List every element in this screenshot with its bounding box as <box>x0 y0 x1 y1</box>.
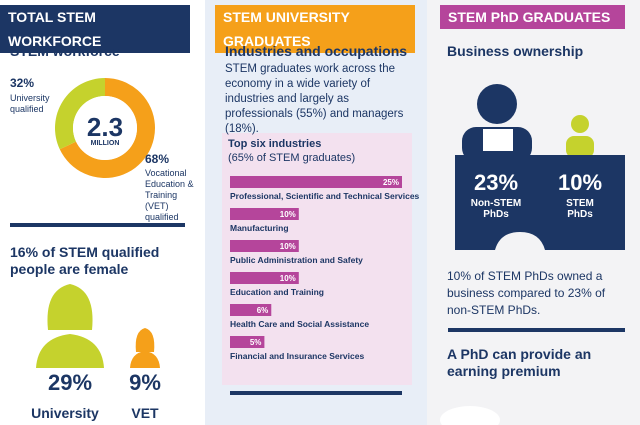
paragraph: STEM graduates work across the economy i… <box>225 63 404 135</box>
bar <box>230 304 272 316</box>
donut-value-label: 32% <box>10 76 35 90</box>
heading: 16% of STEM qualified people are female <box>10 244 160 277</box>
stat-value: 23% <box>473 170 519 195</box>
column-header: STEM UNIVERSITY GRADUATES <box>215 5 415 53</box>
heading: Business ownership <box>447 43 584 59</box>
stat-value: 10% <box>557 170 603 195</box>
chart-subtitle: (65% of STEM graduates) <box>228 152 356 164</box>
stat-label: STEM PhDs <box>566 198 594 220</box>
bar-category-label: Professional, Scientific and Technical S… <box>230 191 420 201</box>
bar-value-label: 10% <box>280 274 296 283</box>
divider <box>230 391 402 395</box>
bar <box>230 336 265 348</box>
bar-category-label: Education and Training <box>230 287 324 297</box>
paragraph: 10% of STEM PhDs owned a business compar… <box>447 269 606 317</box>
bar-value-label: 25% <box>383 178 399 187</box>
laptop-icon <box>483 129 513 151</box>
donut-center-value: 2.3 <box>86 112 124 142</box>
person-icon <box>477 84 517 124</box>
donut-segment <box>54 78 105 150</box>
decoration <box>440 406 500 425</box>
column-header: STEM PhD GRADUATES <box>440 5 625 29</box>
female-icon <box>36 284 104 368</box>
donut-center-unit: MILLION <box>90 140 120 147</box>
bar <box>230 240 299 252</box>
column-header: TOTAL STEM WORKFORCE <box>0 5 190 53</box>
divider <box>448 328 625 332</box>
heading: Industries and occupations <box>225 43 408 59</box>
heading: A PhD can provide an earning premium <box>447 346 592 379</box>
bar <box>230 272 299 284</box>
bar-category-label: Public Administration and Safety <box>230 255 363 265</box>
donut-label: Vocational Education & Training (VET) qu… <box>145 168 194 222</box>
stat-label: Non-STEM PhDs <box>470 198 522 220</box>
female-icon <box>130 328 160 368</box>
donut-label: University qualified <box>10 93 50 114</box>
divider <box>10 223 185 227</box>
bar-value-label: 10% <box>280 210 296 219</box>
donut-segment <box>59 78 155 178</box>
bar <box>230 176 402 188</box>
bar-category-label: Health Care and Social Assistance <box>230 319 370 329</box>
heading: STEM workforce <box>10 43 120 59</box>
stat-label: University <box>31 405 99 421</box>
stat-value: 9% <box>129 370 161 395</box>
person-icon <box>566 136 594 158</box>
stat-value: 29% <box>47 370 93 395</box>
bar-value-label: 5% <box>250 338 262 347</box>
donut-value-label: 68% <box>145 152 170 166</box>
bar-category-label: Financial and Insurance Services <box>230 351 365 361</box>
bar-value-label: 6% <box>257 306 269 315</box>
person-icon <box>571 115 589 133</box>
stat-label: VET <box>131 405 159 421</box>
bar-value-label: 10% <box>280 242 296 251</box>
bar <box>230 208 299 220</box>
desk <box>455 155 625 250</box>
donut-hole <box>73 96 137 160</box>
chart-title: Top six industries <box>228 138 322 150</box>
bar-category-label: Manufacturing <box>230 223 289 233</box>
